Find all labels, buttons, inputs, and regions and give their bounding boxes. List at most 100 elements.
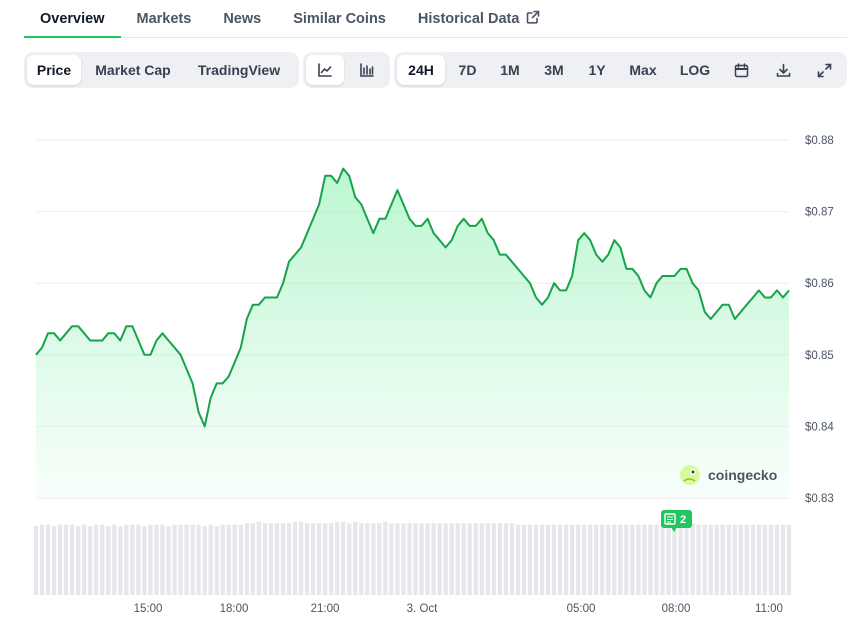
volume-bar	[557, 524, 563, 595]
range-3m-button[interactable]: 3M	[544, 62, 564, 78]
volume-bar	[196, 524, 201, 595]
coingecko-logo-icon	[680, 465, 700, 485]
range-log-button[interactable]: LOG	[679, 62, 711, 78]
volume-bar	[509, 523, 515, 595]
volume-bar	[720, 524, 725, 595]
volume-bar	[172, 524, 177, 595]
volume-bar	[563, 524, 569, 595]
line-chart-button[interactable]	[306, 55, 344, 85]
external-link-icon	[526, 10, 540, 28]
volume-bar	[401, 523, 406, 595]
volume-bar	[304, 523, 310, 595]
volume-bar	[76, 526, 81, 595]
volume-bar	[202, 526, 207, 595]
y-tick-label: $0.87	[805, 207, 834, 219]
x-tick-label: 21:00	[311, 603, 340, 615]
volume-bar	[521, 524, 527, 595]
coingecko-watermark: coingecko	[680, 465, 777, 485]
y-tick-label: $0.84	[805, 421, 834, 433]
calendar-button[interactable]	[720, 55, 762, 85]
volume-bar	[142, 526, 147, 595]
volume-bar	[503, 523, 509, 595]
tab-markets[interactable]: Markets	[136, 10, 192, 27]
metric-tradingview-button[interactable]: TradingView	[197, 62, 281, 78]
volume-bar	[750, 524, 756, 595]
fullscreen-button[interactable]	[804, 55, 844, 85]
volume-bar	[642, 524, 647, 595]
volume-bar	[148, 524, 153, 595]
volume-bar	[618, 524, 623, 595]
volume-bar	[124, 524, 129, 595]
volume-bar	[630, 524, 635, 595]
x-axis: 15:00 18:00 21:00 3. Oct 05:00 08:00 11:00	[134, 603, 783, 615]
y-tick-label: $0.88	[805, 135, 834, 147]
tab-bar: Overview Markets News Similar Coins Hist…	[24, 0, 847, 38]
volume-bar	[551, 524, 557, 595]
volume-bar	[94, 524, 99, 595]
volume-bar	[51, 526, 57, 595]
volume-bar	[624, 524, 629, 595]
range-7d-button[interactable]: 7D	[458, 62, 477, 78]
volume-bar	[756, 524, 762, 595]
volume-bar	[654, 524, 659, 595]
range-max-button[interactable]: Max	[629, 62, 657, 78]
volume-bar	[491, 523, 496, 595]
news-badge[interactable]: 2	[661, 510, 692, 532]
volume-bar	[539, 524, 545, 595]
volume-bar	[154, 524, 159, 595]
volume-bar	[455, 523, 460, 595]
tab-news[interactable]: News	[223, 10, 262, 27]
volume-bar	[527, 524, 533, 595]
volume-bar	[57, 524, 63, 595]
volume-bar	[774, 524, 780, 595]
download-icon	[776, 63, 790, 77]
candlestick-chart-button[interactable]	[348, 55, 386, 85]
volume-bar	[744, 524, 749, 595]
volume-bar	[437, 523, 442, 595]
metric-price-button[interactable]: Price	[27, 55, 81, 85]
volume-bar	[485, 523, 490, 595]
volume-bar	[184, 524, 189, 595]
tab-overview[interactable]: Overview	[24, 0, 121, 38]
newspaper-icon	[664, 513, 676, 525]
volume-bar	[292, 521, 298, 595]
price-chart[interactable]: $0.88 $0.87 $0.86 $0.85 $0.84 $0.83 15:00 18:0…	[0, 110, 847, 624]
volume-bar	[353, 521, 358, 595]
volume-bar	[582, 524, 587, 595]
volume-bar	[696, 524, 701, 595]
x-tick-label: 05:00	[567, 603, 596, 615]
range-24h-button[interactable]: 24H	[397, 55, 445, 85]
tab-historical-data[interactable]: Historical Data	[402, 0, 557, 38]
volume-bar	[425, 523, 430, 595]
news-badge-count: 2	[680, 514, 686, 526]
volume-bar	[33, 526, 39, 595]
volume-bar	[413, 523, 418, 595]
volume-bar	[268, 523, 274, 595]
volume-bar	[431, 523, 436, 595]
x-tick-label: 11:00	[755, 603, 783, 615]
volume-bar	[365, 523, 370, 595]
volume-bar	[45, 524, 51, 595]
volume-bar	[678, 523, 683, 595]
volume-bar	[780, 524, 786, 595]
tab-similar-coins[interactable]: Similar Coins	[293, 10, 386, 27]
volume-bar	[708, 524, 713, 595]
volume-bar	[515, 524, 521, 595]
volume-bar	[112, 524, 117, 595]
download-button[interactable]	[762, 55, 804, 85]
volume-bar	[214, 526, 219, 595]
volume-bar	[738, 524, 743, 595]
metric-market-cap-button[interactable]: Market Cap	[95, 62, 171, 78]
volume-bars	[33, 521, 792, 595]
volume-bar	[39, 524, 45, 595]
calendar-icon	[734, 62, 748, 77]
volume-bar	[666, 524, 671, 595]
range-1y-button[interactable]: 1Y	[588, 62, 606, 78]
volume-bar	[130, 524, 135, 595]
volume-bar	[594, 524, 599, 595]
volume-bar	[262, 523, 268, 595]
range-1m-button[interactable]: 1M	[500, 62, 520, 78]
volume-bar	[443, 523, 448, 595]
volume-bar	[316, 523, 322, 595]
volume-bar	[208, 524, 213, 595]
